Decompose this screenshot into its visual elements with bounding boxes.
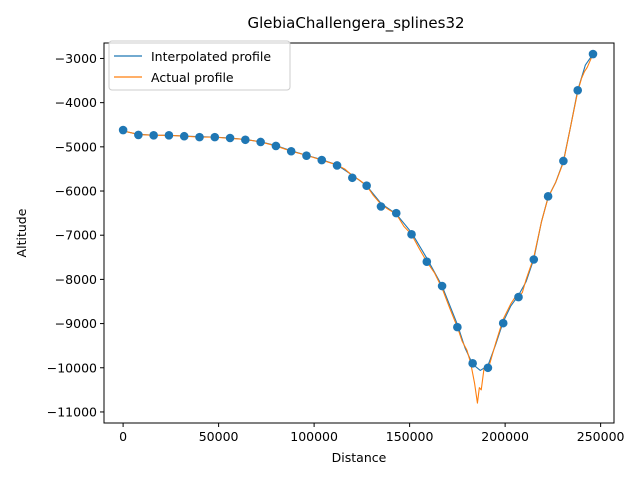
legend-actual-label: Actual profile (151, 70, 234, 85)
sample-point (529, 255, 539, 264)
sample-point (179, 131, 189, 141)
sample-point (391, 208, 401, 218)
y-tick-label: −11000 (47, 404, 97, 419)
sample-point (149, 131, 158, 140)
y-tick-label: −9000 (55, 316, 97, 331)
sample-point (225, 133, 235, 143)
sample-point (483, 363, 493, 373)
sample-point (588, 49, 598, 59)
x-tick-label: 100000 (290, 429, 338, 444)
sample-point (453, 322, 462, 332)
plot-area (118, 49, 598, 404)
sample-point (559, 156, 568, 166)
legend: Interpolated profile Actual profile (108, 40, 291, 91)
y-tick-label: −6000 (55, 184, 97, 199)
sample-point (498, 318, 508, 328)
y-tick-label: −7000 (55, 228, 97, 243)
sample-point (437, 281, 447, 291)
sample-point (468, 359, 477, 368)
x-axis-ticks: 0 50000 100000 150000 200000 250000 (119, 423, 625, 444)
y-tick-label: −5000 (55, 139, 97, 154)
sample-point (118, 125, 128, 135)
chart-title: GlebiaChallengera_splines32 (247, 14, 464, 33)
sample-point (332, 161, 342, 170)
sample-point (514, 292, 523, 302)
y-tick-label: −8000 (55, 272, 97, 287)
sample-point (210, 132, 220, 142)
sample-point (302, 151, 311, 160)
sample-point (271, 141, 281, 151)
sample-point (573, 85, 583, 95)
sample-point (256, 137, 265, 147)
actual-profile-line (122, 53, 594, 404)
sample-point (195, 132, 204, 142)
y-tick-label: −3000 (55, 51, 97, 66)
axes-frame (103, 42, 615, 424)
legend-box (108, 40, 291, 91)
sample-point (286, 146, 296, 156)
x-axis-label: Distance (332, 450, 387, 465)
y-tick-label: −4000 (55, 95, 97, 110)
x-tick-label: 150000 (386, 429, 434, 444)
sample-point (422, 257, 432, 267)
x-tick-label: 50000 (199, 429, 239, 444)
sample-points-layer (118, 49, 598, 373)
sample-point (407, 230, 416, 239)
legend-interpolated-label: Interpolated profile (151, 49, 271, 64)
sample-point (543, 192, 553, 201)
y-axis-ticks: −11000 −10000 −9000 −8000 −7000 −6000 −5000 −40… (47, 51, 104, 419)
sample-point (317, 155, 327, 165)
sample-point (164, 131, 174, 140)
sample-point (134, 130, 143, 140)
sample-point (348, 173, 357, 183)
sample-point (376, 202, 386, 211)
x-tick-label: 250000 (577, 429, 625, 444)
sample-point (241, 135, 250, 145)
y-axis-label: Altitude (14, 208, 29, 257)
x-tick-label: 200000 (481, 429, 529, 444)
y-tick-label: −10000 (47, 360, 97, 375)
x-tick-label: 0 (119, 429, 127, 444)
sample-point (362, 181, 371, 191)
